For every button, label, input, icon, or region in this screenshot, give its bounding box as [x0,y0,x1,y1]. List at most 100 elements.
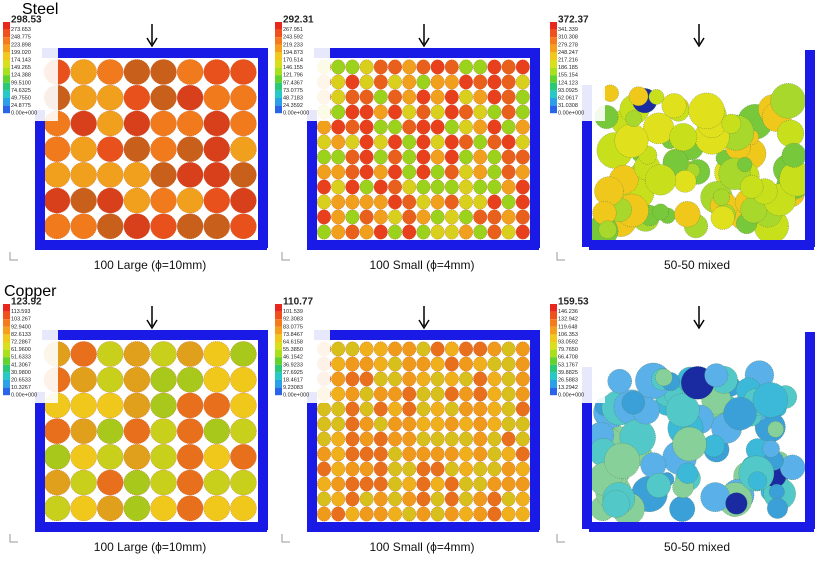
particle [359,119,374,135]
particle [459,416,474,432]
particle [416,104,431,120]
legend-label: 194.873 [283,50,303,56]
legend-swatch [550,60,557,68]
particle [515,119,530,135]
particle [473,89,488,105]
legend-max: 110.77 [283,297,313,308]
particle [444,371,459,387]
particle [688,92,725,130]
particle [203,341,230,367]
legend-label: 73.0775 [283,88,303,94]
particle [176,444,204,470]
particle [373,59,388,75]
particle [203,469,230,496]
particle [487,179,502,195]
particle [176,366,204,393]
particle [203,418,230,444]
particle [70,59,97,85]
particle [97,366,124,393]
particle [373,164,388,180]
particle [444,134,459,150]
particle [770,83,806,119]
particle [473,386,488,402]
particle [317,461,332,477]
particle [781,142,807,168]
legend-box [2,17,58,121]
particle [473,491,488,507]
particle [150,341,177,367]
particle [176,341,204,367]
particle [416,194,431,210]
particle [70,444,97,470]
particle [388,74,403,90]
particle [459,59,474,75]
particle [700,482,731,512]
particle [70,136,97,162]
legend-swatch [275,319,282,327]
axis-glyph [9,252,18,261]
particle [487,371,502,387]
particle [345,224,360,240]
particle [345,194,360,210]
legend-label: 24.8775 [11,103,31,109]
particle [388,119,403,135]
legend-swatch [275,82,282,91]
particle [373,431,388,447]
particle [97,59,124,85]
particle [444,194,459,210]
particle [487,446,502,462]
legend-swatch [3,349,10,358]
particle [70,341,97,367]
particle [723,396,757,431]
legend-label: 39.8825 [558,370,578,376]
particle [459,119,474,135]
particle [459,209,474,225]
particle [459,356,474,372]
legend-label: 273.653 [11,27,31,33]
particle [70,366,97,393]
particle [473,74,488,90]
particle [713,188,730,206]
particle [203,59,230,85]
particle [473,209,488,225]
particle [176,495,204,522]
particle [430,416,445,432]
particle [373,149,388,165]
particle [416,224,431,240]
particle [150,110,177,137]
legend-label: 20.6533 [11,377,31,383]
legend-max: 292.31 [283,15,314,26]
particle [487,476,502,492]
legend-label: 248.775 [11,35,31,41]
particle [373,104,388,120]
particle [487,491,502,507]
axis-glyph [556,252,565,261]
particle [710,205,735,230]
particle [230,162,257,188]
particle [123,162,151,188]
particle [388,164,403,180]
particle [123,84,151,111]
particle [43,444,71,470]
particle [416,476,431,492]
particle [674,201,701,228]
bottom-plate [314,522,539,532]
particle [473,506,488,522]
particle [331,89,346,105]
particle [430,506,445,522]
particle [669,123,698,152]
particle [444,341,459,357]
legend-label: 0.00e+000 [558,393,584,399]
particle [402,104,417,120]
legend-label: 186.185 [558,65,578,71]
particle [487,431,502,447]
particle [230,444,257,470]
particle [373,506,388,522]
particle [331,149,346,165]
particle [43,418,71,444]
particle [359,401,374,417]
legend-box [274,299,330,403]
particle [331,341,346,357]
legend-label: 18.4617 [283,377,303,383]
legend-swatch [275,364,282,373]
